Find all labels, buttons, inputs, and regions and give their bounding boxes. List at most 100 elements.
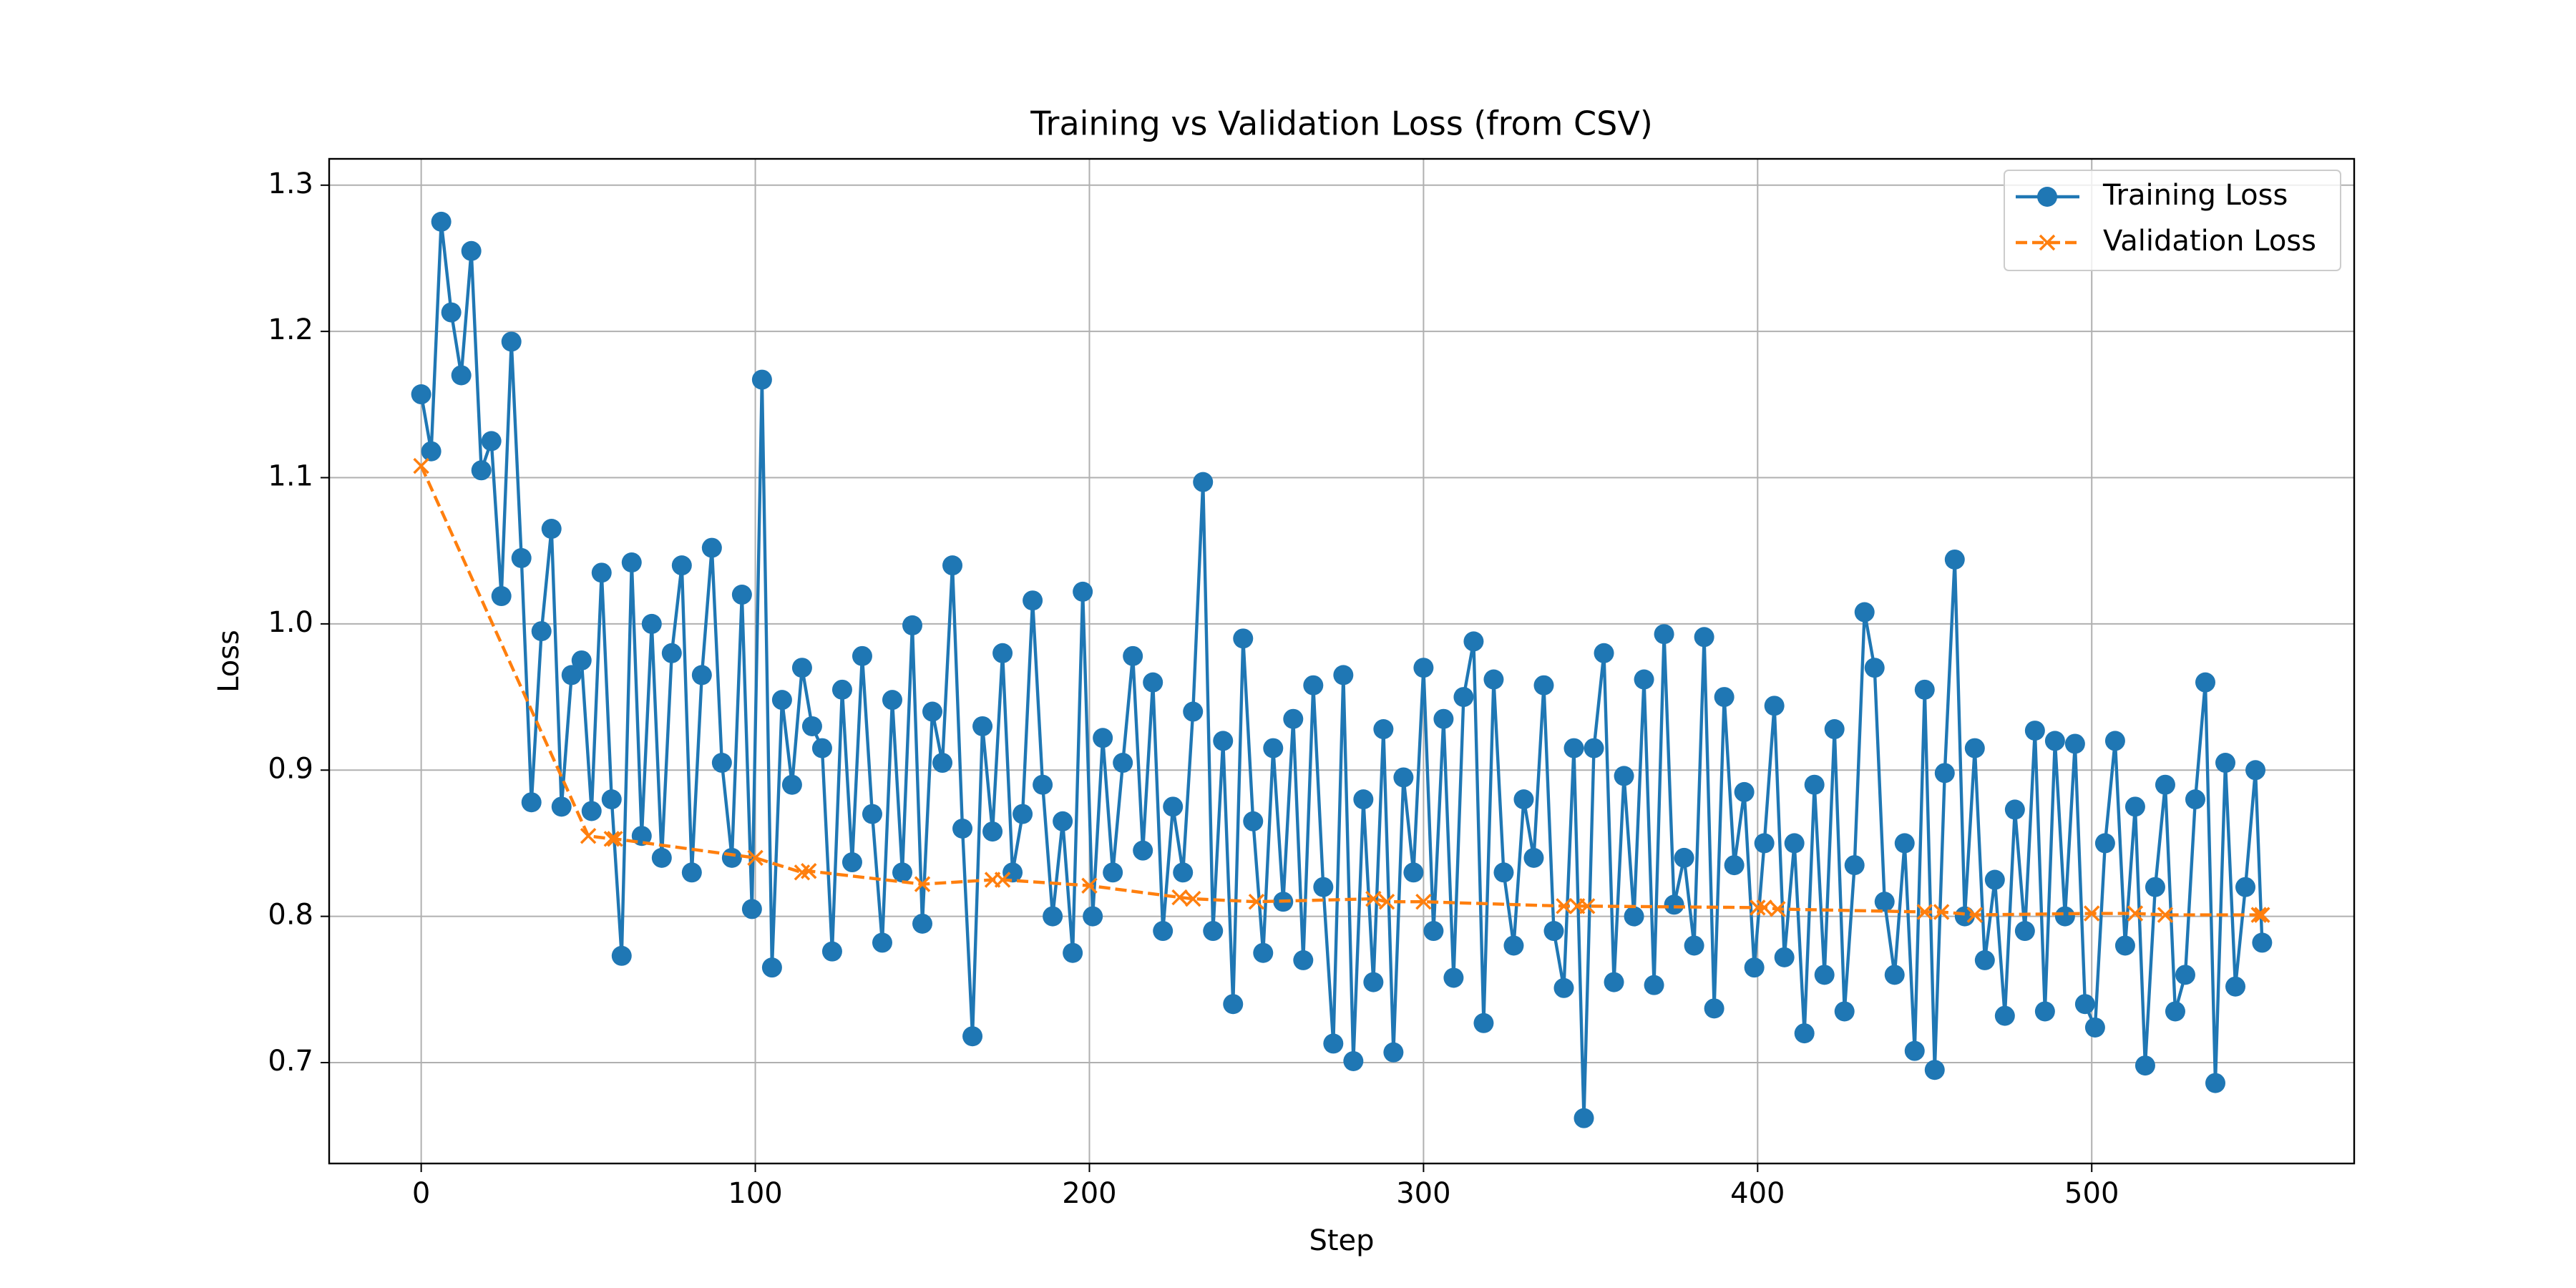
x-axis-label: Step — [1309, 1224, 1374, 1257]
data-point — [1403, 862, 1424, 883]
x-tick-label: 200 — [1062, 1177, 1116, 1210]
data-point — [2235, 877, 2256, 897]
data-point — [1223, 994, 1244, 1015]
data-point — [491, 586, 512, 607]
data-point — [1770, 901, 1786, 917]
data-point — [2004, 799, 2025, 820]
data-point — [1674, 847, 1694, 868]
data-point — [1884, 965, 1905, 985]
data-point — [781, 774, 802, 795]
data-point — [1263, 738, 1284, 758]
data-point — [2195, 672, 2215, 693]
y-tick-label: 0.8 — [268, 899, 313, 932]
data-point — [661, 643, 682, 663]
data-point — [1503, 935, 1524, 956]
data-point — [1594, 643, 1614, 663]
data-point — [1750, 899, 1766, 916]
data-point — [1243, 811, 1264, 831]
data-point — [711, 753, 732, 774]
data-point — [1253, 942, 1274, 963]
data-point — [2064, 733, 2085, 754]
data-point — [1984, 869, 2005, 890]
data-point — [982, 821, 1003, 842]
data-point — [2044, 731, 2065, 751]
data-point — [972, 716, 993, 736]
data-point — [1002, 862, 1023, 883]
data-point — [2155, 774, 2175, 795]
data-point — [421, 441, 441, 462]
data-point — [831, 679, 852, 700]
data-point — [1353, 789, 1374, 810]
data-point — [2165, 1001, 2185, 1022]
data-point — [1914, 679, 1935, 700]
data-point — [1143, 672, 1163, 693]
data-point — [1834, 1001, 1855, 1022]
data-point — [2084, 1017, 2105, 1038]
data-point — [1103, 862, 1123, 883]
data-point — [994, 872, 1011, 888]
data-point — [1654, 624, 1674, 645]
data-point — [741, 899, 762, 919]
data-point — [1553, 977, 1574, 998]
data-point — [2104, 731, 2125, 751]
data-point — [1804, 774, 1825, 795]
data-point — [1794, 1023, 1815, 1044]
data-point — [801, 863, 817, 879]
data-point — [2145, 877, 2165, 897]
data-point — [852, 645, 872, 666]
data-point — [882, 690, 902, 711]
data-point — [2205, 1073, 2225, 1093]
data-point — [2185, 789, 2205, 810]
data-point — [1323, 1033, 1344, 1054]
plot-frame — [328, 157, 2356, 1165]
data-point — [1063, 942, 1083, 963]
data-point — [1584, 738, 1604, 758]
data-point — [771, 690, 792, 711]
data-point — [1844, 855, 1865, 876]
data-point — [2157, 907, 2174, 923]
data-point — [1433, 708, 1454, 729]
data-point — [1944, 549, 1965, 570]
y-tick-label: 1.0 — [268, 606, 313, 639]
data-point — [1123, 645, 1143, 666]
data-point — [811, 738, 832, 758]
data-point — [1193, 472, 1214, 492]
data-point — [2024, 721, 2045, 741]
data-point — [701, 537, 722, 558]
data-point — [1854, 602, 1875, 623]
data-point — [1974, 950, 1995, 970]
data-point — [942, 555, 963, 576]
data-point — [1113, 753, 1133, 774]
chart-title: Training vs Validation Loss (from CSV) — [1030, 104, 1653, 143]
data-point — [1183, 701, 1204, 722]
data-point — [1533, 675, 1554, 696]
data-point — [411, 384, 431, 405]
data-point — [1383, 1042, 1404, 1063]
data-point — [1073, 581, 1093, 602]
data-point — [1934, 763, 1955, 784]
data-point — [451, 365, 472, 386]
data-point — [1415, 893, 1432, 910]
data-point — [1343, 1050, 1364, 1071]
data-point — [912, 913, 933, 934]
data-point — [1173, 862, 1194, 883]
data-point — [1363, 972, 1384, 992]
data-point — [1624, 906, 1644, 927]
data-point — [1493, 862, 1514, 883]
data-point — [2054, 906, 2075, 927]
data-point — [1694, 627, 1714, 648]
data-point — [651, 847, 672, 868]
data-point — [2083, 905, 2100, 922]
data-point — [1283, 708, 1304, 729]
data-point — [872, 932, 892, 953]
data-point — [1874, 892, 1895, 912]
data-point — [801, 716, 822, 736]
data-point — [992, 643, 1013, 663]
data-point — [1453, 687, 1474, 708]
data-point — [761, 957, 782, 978]
x-tick-label: 400 — [1730, 1177, 1785, 1210]
legend-marker — [2039, 234, 2056, 251]
data-point — [2124, 796, 2145, 817]
data-point — [1393, 767, 1414, 788]
data-point — [441, 302, 462, 323]
